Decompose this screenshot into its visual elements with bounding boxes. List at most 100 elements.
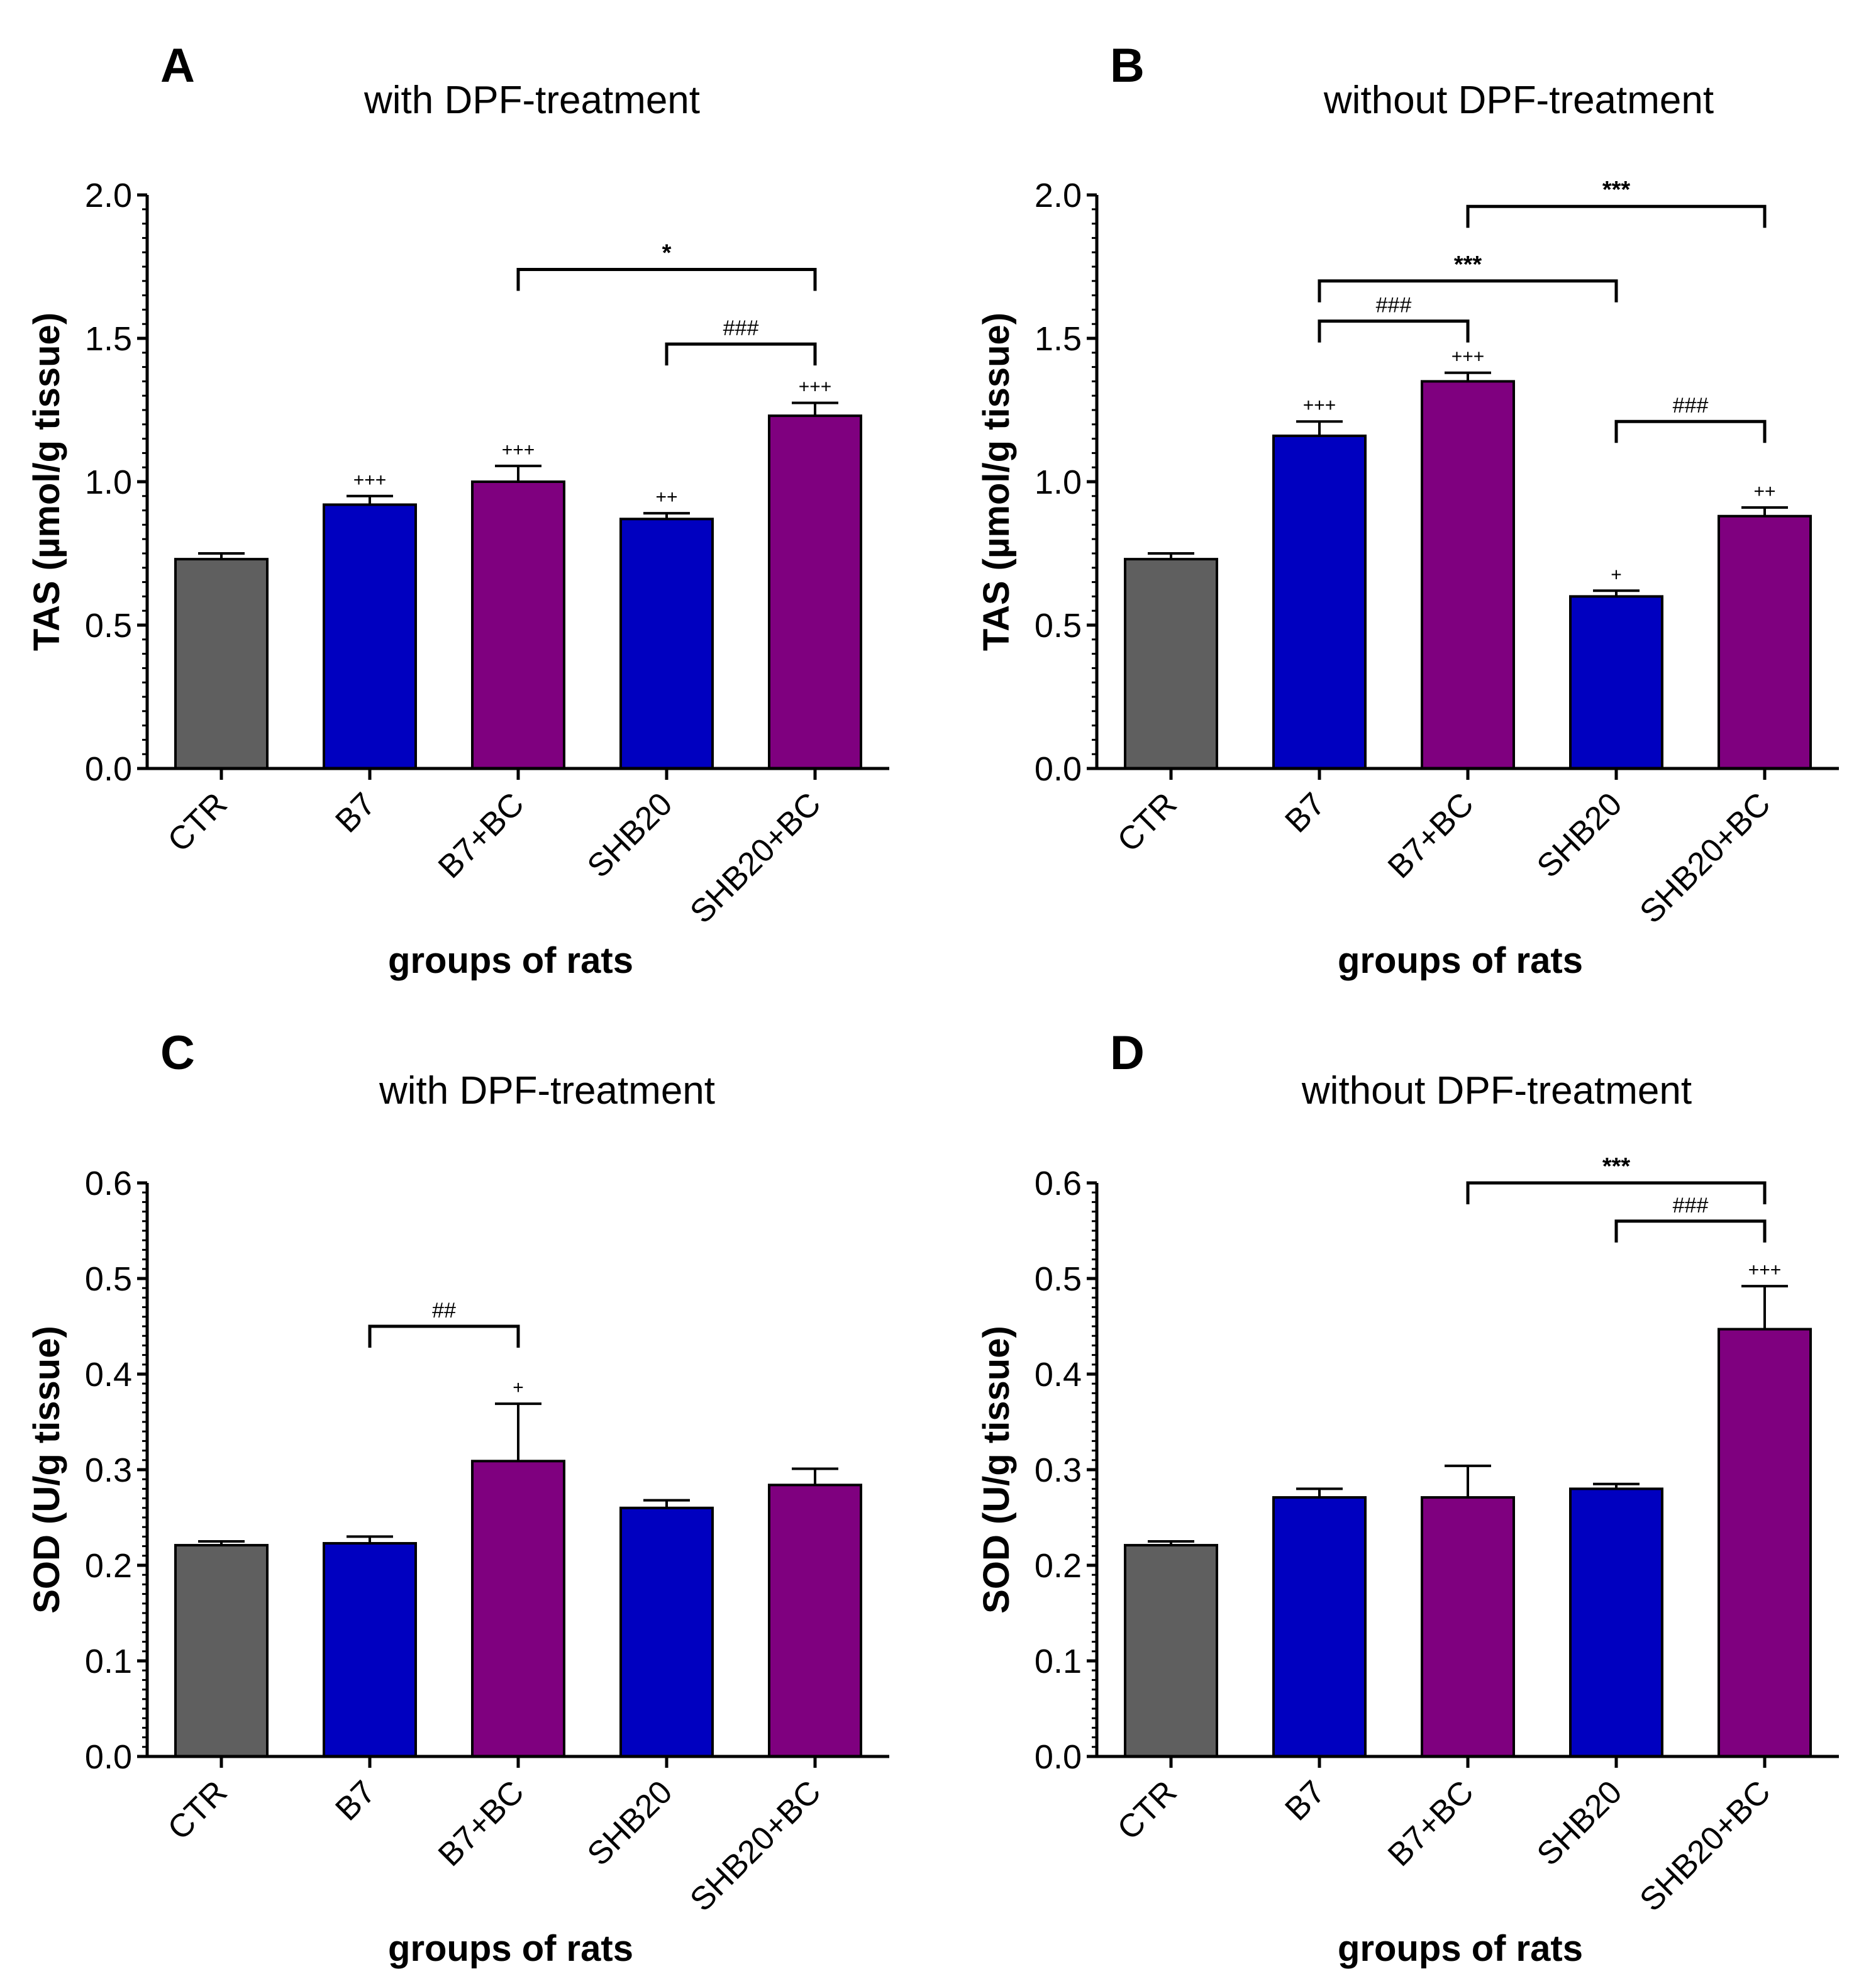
significance-marker: +++ [1451, 347, 1485, 367]
bar-b7 [323, 503, 417, 770]
x-axis-label: groups of rats [388, 940, 633, 981]
bar-shb20 [1569, 1487, 1663, 1758]
bracket [1614, 419, 1767, 443]
panel-letter: C [160, 1026, 195, 1080]
y-tick-label: 0.0 [1035, 1738, 1082, 1776]
bar-shb20 [1569, 595, 1663, 770]
bracket-label: ### [1673, 1194, 1709, 1218]
y-tick-label: 0.0 [85, 750, 132, 788]
x-tick-label: CTR [1111, 785, 1184, 859]
y-tick-label: 0.5 [1035, 1260, 1082, 1298]
y-axis-label: SOD (U/g tissue) [26, 1326, 67, 1614]
y-tick-label: 0.2 [85, 1547, 132, 1585]
x-tick-label: SHB20 [580, 785, 680, 885]
bar-shb20+bc [1718, 514, 1812, 770]
y-tick-label: 0.5 [85, 1260, 132, 1298]
bracket-label: *** [1602, 177, 1631, 203]
significance-brackets: ### ### *** *** [1318, 177, 1767, 443]
y-tick-label: 0.1 [1035, 1643, 1082, 1680]
x-tick-label: SHB20 [580, 1773, 680, 1873]
bracket-label: ### [1673, 394, 1709, 418]
bar-shb20+bc [768, 414, 862, 770]
bar-b7+bc [1421, 1496, 1515, 1758]
bracket-label: ### [1376, 294, 1412, 318]
y-tick-label: 0.3 [1035, 1451, 1082, 1489]
y-axis-label: SOD (U/g tissue) [976, 1326, 1017, 1614]
bar-shb20 [619, 518, 714, 770]
x-tick-label: B7+BC [1381, 1773, 1481, 1873]
significance-marker: + [513, 1377, 524, 1398]
panel-title: without DPF-treatment [1301, 1069, 1692, 1112]
bar-b7+bc [471, 480, 565, 770]
bracket [368, 1324, 520, 1348]
bracket-label: * [662, 240, 672, 267]
x-axis-label: groups of rats [388, 1928, 633, 1969]
bars: +++ [1124, 1260, 1812, 1758]
significance-marker: +++ [799, 377, 832, 397]
significance-marker: ++ [655, 487, 677, 508]
panel-letter: B [1110, 39, 1145, 92]
x-tick-label: SHB20 [1530, 1773, 1629, 1873]
y-tick-label: 0.6 [1035, 1165, 1082, 1202]
y-tick-label: 0.1 [85, 1643, 132, 1680]
panel-title: without DPF-treatment [1323, 79, 1714, 122]
x-tick-label: SHB20 [1530, 785, 1629, 885]
bar-ctr [1124, 558, 1218, 770]
x-tick-label: SHB20+BC [683, 1773, 828, 1918]
bar-b7 [1272, 435, 1367, 770]
bracket [665, 342, 817, 366]
x-tick-label: B7+BC [431, 785, 531, 885]
y-tick-label: 1.5 [1035, 320, 1082, 358]
x-tick-label: SHB20+BC [683, 785, 828, 930]
significance-marker: +++ [502, 440, 535, 460]
x-tick-label: CTR [161, 785, 235, 859]
y-tick-label: 0.4 [85, 1356, 132, 1394]
bracket-label: *** [1602, 1153, 1631, 1180]
x-tick-label: CTR [1111, 1773, 1184, 1847]
y-tick-label: 0.3 [85, 1451, 132, 1489]
x-tick-label: CTR [161, 1773, 235, 1847]
x-tick-label: B7+BC [1381, 785, 1481, 885]
bar-ctr [174, 558, 269, 770]
y-tick-label: 2.0 [85, 177, 132, 214]
significance-marker: + [1611, 564, 1622, 585]
panel-letter: A [160, 39, 195, 92]
y-tick-label: 0.5 [85, 607, 132, 645]
bar-shb20 [619, 1506, 714, 1758]
y-tick-label: 1.5 [85, 320, 132, 358]
bracket [1466, 204, 1767, 228]
bars: +++++++++ [1124, 347, 1812, 770]
bars: + [174, 1377, 862, 1758]
bar-shb20+bc [1718, 1328, 1812, 1758]
significance-brackets: ## [368, 1299, 520, 1348]
y-axis-label: TAS (µmol/g tissue) [976, 313, 1017, 651]
bar-b7 [1272, 1496, 1367, 1758]
significance-marker: +++ [1303, 395, 1336, 416]
bar-b7+bc [1421, 380, 1515, 770]
bracket [516, 268, 817, 291]
x-tick-label: B7+BC [431, 1773, 531, 1873]
bracket [1466, 1181, 1767, 1204]
y-tick-label: 2.0 [1035, 177, 1082, 214]
x-tick-label: B7 [328, 785, 382, 840]
x-tick-label: SHB20+BC [1633, 1773, 1777, 1918]
significance-marker: ++ [1753, 481, 1775, 502]
significance-marker: +++ [353, 470, 387, 491]
x-axis-label: groups of rats [1338, 1928, 1583, 1969]
y-tick-label: 0.4 [1035, 1356, 1082, 1394]
bar-b7+bc [471, 1460, 565, 1758]
x-tick-label: B7 [1278, 1773, 1332, 1828]
y-tick-label: 0.2 [1035, 1547, 1082, 1585]
bracket [1318, 279, 1618, 302]
y-axis-label: TAS (µmol/g tissue) [26, 313, 67, 651]
y-tick-label: 1.0 [1035, 463, 1082, 501]
bar-shb20+bc [768, 1484, 862, 1758]
bracket [1614, 1219, 1767, 1243]
bar-ctr [174, 1544, 269, 1758]
bar-ctr [1124, 1544, 1218, 1758]
bracket-label: ### [723, 316, 759, 340]
